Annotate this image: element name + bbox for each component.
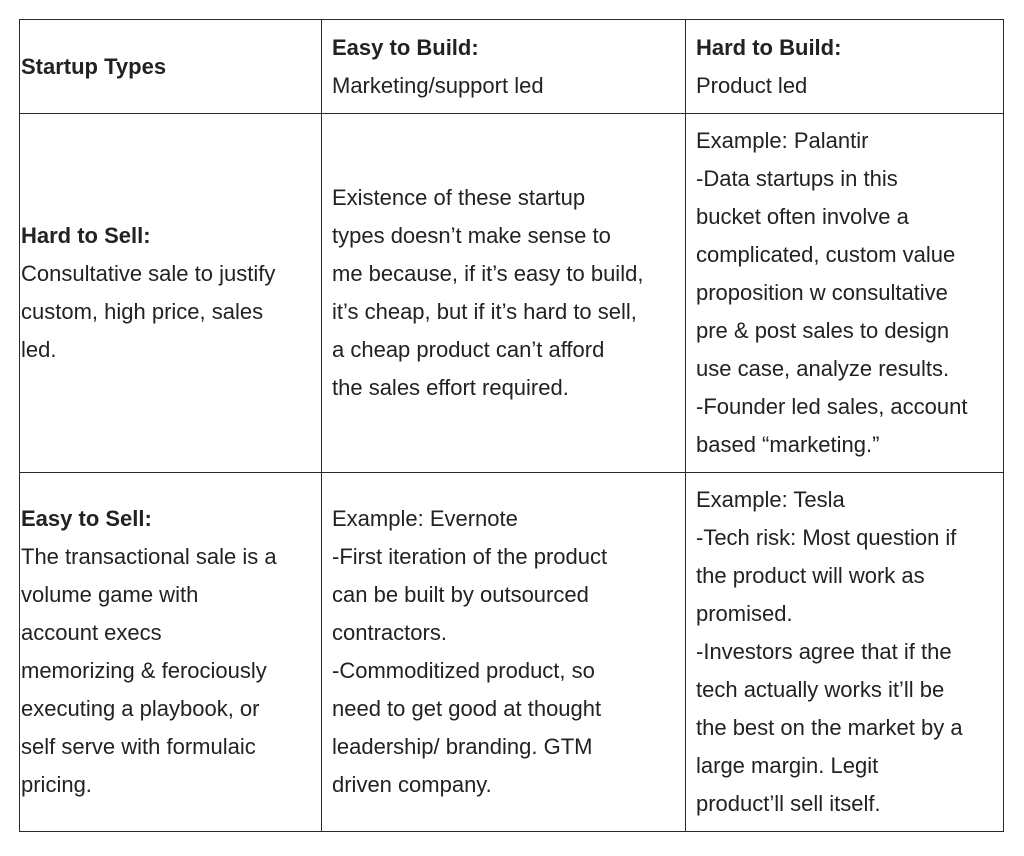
header-row: Startup Types Easy to Build: Marketing/s…	[19, 19, 1004, 114]
hard-sell-desc-line: led.	[21, 337, 57, 362]
cell-text-line: bucket often involve a	[696, 204, 909, 229]
cell-text-line: it’s cheap, but if it’s hard to sell,	[332, 299, 637, 324]
cell-text-line: need to get good at thought	[332, 696, 602, 721]
easy-build-subheading: Marketing/support led	[332, 72, 544, 98]
cell-text-line: me because, if it’s easy to build,	[332, 261, 644, 286]
cell-text-line: -Tech risk: Most question if	[696, 525, 957, 550]
cell-text-line: proposition w consultative	[696, 280, 948, 305]
cell-text-line: Example: Evernote	[332, 506, 518, 531]
cell-text-line: the best on the market by a	[696, 715, 963, 740]
cell-text-line: contractors.	[332, 620, 447, 645]
cell-text-line: pre & post sales to design	[696, 318, 950, 343]
easy-sell-desc-line: self serve with formulaic	[21, 734, 256, 759]
easy-sell-desc-line: pricing.	[21, 772, 92, 797]
cell-text-line: leadership/ branding. GTM	[332, 734, 593, 759]
easy-sell-desc-line: volume game with	[21, 582, 199, 607]
header-hard-build-cell: Hard to Build: Product led	[685, 19, 1004, 114]
cell-text-line: types doesn’t make sense to	[332, 223, 611, 248]
easy-sell-desc-line: executing a playbook, or	[21, 696, 260, 721]
easy-build-heading: Easy to Build:	[332, 34, 479, 60]
hard-sell-desc-line: custom, high price, sales	[21, 299, 264, 324]
easy-sell-easy-build-cell: Example: Evernote -First iteration of th…	[321, 472, 686, 832]
easy-sell-desc-line: memorizing & ferociously	[21, 658, 267, 683]
startup-types-heading: Startup Types	[21, 53, 167, 79]
cell-text-line: the sales effort required.	[332, 375, 569, 400]
cell-text-line: -Commoditized product, so	[332, 658, 595, 683]
hard-sell-heading: Hard to Sell:	[21, 223, 151, 248]
cell-text-line: the product will work as	[696, 563, 925, 588]
cell-text-line: -Founder led sales, account	[696, 394, 968, 419]
easy-sell-row: Easy to Sell: The transactional sale is …	[19, 472, 1004, 832]
cell-text-line: Existence of these startup	[332, 185, 586, 210]
cell-text-line: complicated, custom value	[696, 242, 956, 267]
easy-sell-desc-line: account execs	[21, 620, 162, 645]
hard-sell-label-cell: Hard to Sell: Consultative sale to justi…	[19, 113, 322, 473]
hard-build-heading: Hard to Build:	[696, 34, 842, 60]
cell-text-line: use case, analyze results.	[696, 356, 950, 381]
cell-text-line: product’ll sell itself.	[696, 791, 881, 816]
cell-text-line: driven company.	[332, 772, 492, 797]
cell-text-line: can be built by outsourced	[332, 582, 589, 607]
cell-text-line: -First iteration of the product	[332, 544, 608, 569]
easy-sell-label-cell: Easy to Sell: The transactional sale is …	[19, 472, 322, 832]
easy-sell-heading: Easy to Sell:	[21, 506, 152, 531]
cell-text-line: promised.	[696, 601, 793, 626]
cell-text-line: large margin. Legit	[696, 753, 879, 778]
cell-text-line: -Data startups in this	[696, 166, 898, 191]
startup-matrix-table: Startup Types Easy to Build: Marketing/s…	[19, 19, 1004, 832]
hard-sell-row: Hard to Sell: Consultative sale to justi…	[19, 113, 1004, 473]
header-easy-build-cell: Easy to Build: Marketing/support led	[321, 19, 686, 114]
hard-build-subheading: Product led	[696, 72, 808, 98]
cell-text-line: based “marketing.”	[696, 432, 880, 457]
cell-text-line: tech actually works it’ll be	[696, 677, 945, 702]
header-startup-types-cell: Startup Types	[19, 19, 322, 114]
cell-text-line: Example: Tesla	[696, 487, 845, 512]
hard-sell-desc-line: Consultative sale to justify	[21, 261, 276, 286]
easy-sell-desc-line: The transactional sale is a	[21, 544, 277, 569]
cell-text-line: a cheap product can’t afford	[332, 337, 605, 362]
hard-sell-hard-build-cell: Example: Palantir -Data startups in this…	[685, 113, 1004, 473]
easy-sell-hard-build-cell: Example: Tesla -Tech risk: Most question…	[685, 472, 1004, 832]
cell-text-line: Example: Palantir	[696, 128, 869, 153]
hard-sell-easy-build-cell: Existence of these startup types doesn’t…	[321, 113, 686, 473]
cell-text-line: -Investors agree that if the	[696, 639, 952, 664]
